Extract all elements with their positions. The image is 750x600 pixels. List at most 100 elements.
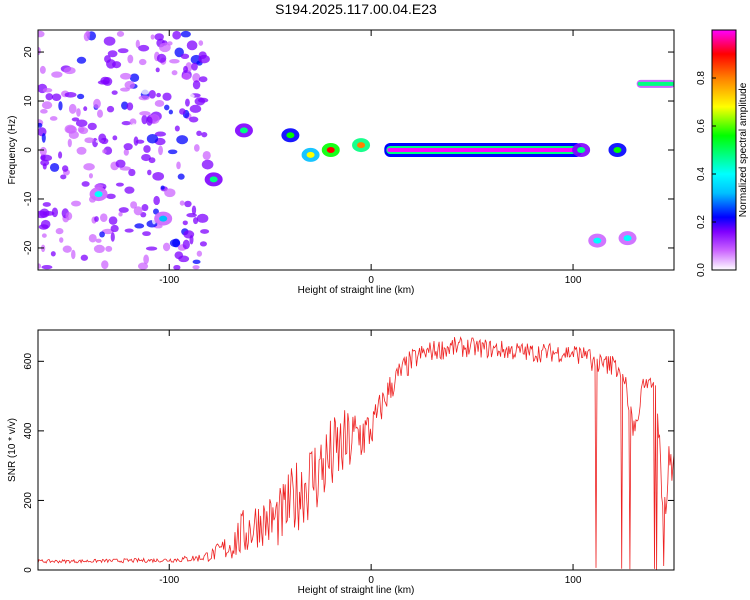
spectrogram-noise-blob	[154, 100, 165, 107]
spectrogram-noise-blob	[142, 231, 151, 237]
spectrogram-noise-blob	[117, 48, 129, 54]
spectrogram-noise-blob	[130, 201, 138, 209]
spectrogram-noise-blob	[143, 145, 151, 153]
spectrogram-marks	[38, 30, 674, 270]
spectrogram-noise-blob	[154, 131, 167, 137]
spectrogram-noise-blob	[182, 72, 191, 80]
spectrogram-noise-blob	[191, 62, 198, 71]
spectrogram-noise-blob	[174, 125, 180, 132]
spectrogram-noise-blob	[83, 163, 95, 171]
spectrogram-noise-blob	[68, 103, 77, 114]
spectrogram-noise-blob	[164, 188, 176, 198]
spectrogram-noise-blob	[146, 134, 159, 144]
spectrogram-noise-blob	[65, 212, 73, 221]
spectrogram-noise-blob	[101, 228, 114, 235]
spectrogram-noise-blob	[93, 244, 105, 254]
x-tick-label: 100	[565, 275, 582, 286]
spectrogram-noise-blob	[192, 259, 201, 264]
spectrogram-peak	[623, 235, 632, 242]
spectrogram-noise-blob	[98, 133, 107, 144]
spectrogram-noise-blob	[168, 109, 173, 115]
spectrogram-noise-blob	[120, 72, 132, 80]
spectrogram-noise-blob	[45, 93, 53, 101]
spectrogram-noise-blob	[133, 136, 139, 146]
spectrogram-noise-blob	[176, 161, 181, 170]
spectrogram-noise-blob	[202, 150, 211, 160]
snr-frame	[37, 329, 675, 571]
colorbar-tick-label: 0.8	[696, 71, 707, 85]
spectrogram-x-ticks: -100 0 100	[159, 30, 582, 286]
spectrogram-noise-blob	[121, 101, 129, 110]
spectrogram-noise-blob	[38, 122, 43, 128]
spectrogram-noise-blob	[51, 71, 63, 78]
colorbar: 0.0 0.2 0.4 0.6 0.8 Normalized spectral ampl…	[696, 29, 749, 277]
spectrogram-peak	[159, 215, 168, 222]
spectrogram-noise-blob	[145, 246, 158, 251]
spectrogram-noise-blob	[100, 76, 110, 85]
y-tick-label: 10	[23, 95, 34, 107]
spectrogram-noise-blob	[112, 135, 118, 141]
spectrogram-peak	[357, 142, 366, 149]
spectrogram-noise-blob	[107, 50, 118, 58]
spectrogram-noise-blob	[138, 44, 150, 52]
colorbar-ticks: 0.0 0.2 0.4 0.6 0.8	[696, 71, 716, 277]
spectrogram-noise-blob	[156, 92, 161, 98]
x-tick-label: -100	[159, 575, 179, 586]
spectrogram-peak	[613, 147, 622, 153]
spectrogram-noise-blob	[93, 98, 101, 109]
spectrogram-noise-blob	[49, 116, 58, 121]
spectrogram-noise-blob	[110, 224, 119, 233]
spectrogram-noise-blob	[138, 95, 150, 101]
snr-y-ticks: 0 200 400 600	[23, 353, 674, 573]
spectrogram-noise-blob	[42, 202, 51, 207]
snr-marks	[38, 336, 674, 570]
spectrogram-noise-blob	[192, 265, 200, 270]
spectrogram-noise-blob	[78, 127, 89, 135]
y-tick-label: 600	[23, 353, 34, 370]
spectrogram-noise-blob	[41, 233, 47, 238]
spectrogram-noise-blob	[189, 104, 202, 113]
spectrogram-noise-blob	[139, 111, 151, 116]
spectrogram-noise-blob	[95, 238, 102, 243]
spectrogram-noise-blob	[182, 239, 190, 250]
spectrogram-noise-blob	[88, 234, 97, 243]
spectrogram-noise-blob	[106, 59, 116, 69]
spectrogram-peak	[326, 147, 335, 153]
spectrogram-noise-blob	[193, 144, 200, 152]
spectrogram-noise-blob	[65, 125, 77, 134]
spectrogram-noise-blob	[42, 163, 47, 170]
spectrogram-band	[637, 81, 674, 86]
spectrogram-noise-blob	[196, 250, 203, 257]
spectrogram-noise-blob	[172, 30, 182, 40]
spectrogram-noise-blob	[172, 238, 181, 248]
spectrogram-noise-blob	[103, 36, 116, 46]
spectrogram-noise-blob	[121, 121, 132, 126]
x-tick-label: -100	[159, 275, 179, 286]
spectrogram-noise-blob	[183, 65, 188, 73]
spectrogram-noise-blob	[158, 145, 163, 156]
y-tick-label: 400	[23, 422, 34, 439]
spectrogram-noise-blob	[102, 149, 107, 154]
spectrogram-y-ticks: 20 10 0 -10 -20	[23, 46, 674, 255]
x-tick-label: 0	[368, 575, 374, 586]
spectrogram-noise-blob	[63, 66, 76, 75]
y-tick-label: 0	[23, 567, 34, 573]
spectrogram-noise-blob	[49, 162, 60, 172]
spectrogram-noise-blob	[40, 109, 48, 114]
spectrogram-noise-blob	[64, 92, 77, 98]
snr-series-line	[38, 336, 674, 570]
spectrogram-noise-blob	[62, 165, 69, 172]
spectrogram-noise-blob	[196, 130, 202, 137]
spectrogram-noise-blob	[118, 211, 123, 217]
spectrogram-noise-blob	[129, 73, 140, 82]
spectrogram-noise-blob	[97, 109, 103, 118]
spectrogram-noise-blob	[150, 34, 155, 40]
spectrogram-peak	[239, 127, 248, 134]
spectrogram-noise-blob	[156, 53, 167, 63]
spectrogram-noise-blob	[87, 122, 97, 131]
spectrogram-noise-blob	[188, 116, 199, 123]
spectrogram-noise-blob	[81, 181, 90, 187]
spectrogram-noise-blob	[94, 216, 99, 222]
